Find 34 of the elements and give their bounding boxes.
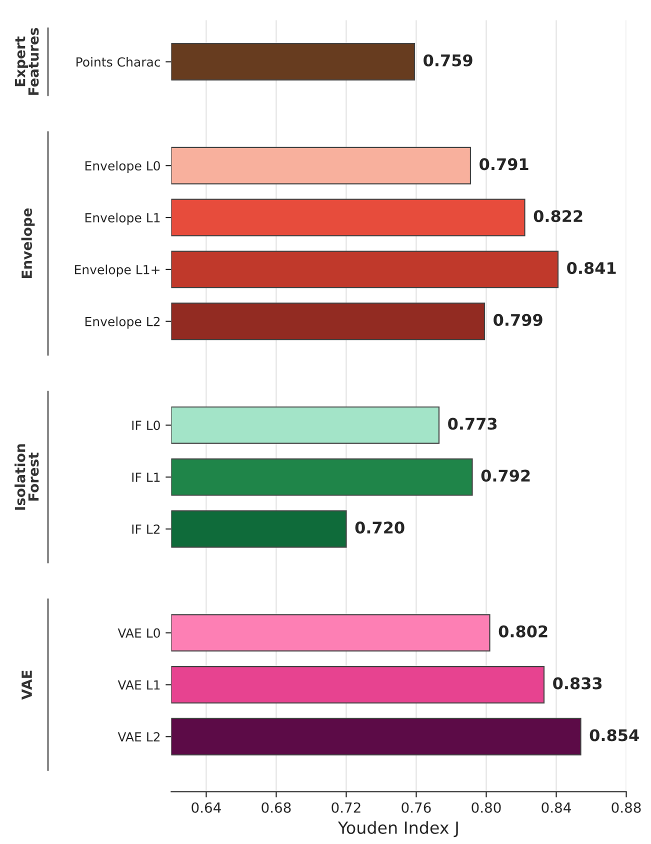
- data-label: 0.799: [494, 314, 542, 326]
- data-label: 0.759: [424, 54, 472, 66]
- data-label: 0.773: [448, 418, 497, 430]
- x-tick-label: 0.72: [332, 802, 360, 813]
- data-label: 0.802: [498, 625, 548, 638]
- y-tick-label: VAE L2: [118, 732, 160, 742]
- data-label: 0.792: [481, 470, 530, 482]
- data-label: 0.822: [534, 210, 582, 222]
- y-tick-label: Envelope L2: [85, 316, 160, 329]
- x-tick-label: 0.76: [402, 802, 431, 813]
- x-tick-label: 0.88: [612, 802, 641, 813]
- data-label: 0.841: [567, 262, 616, 274]
- y-tick-label: IF L0: [132, 420, 160, 430]
- text: Envelope: [21, 208, 35, 278]
- x-tick-label: 0.80: [472, 802, 501, 813]
- y-tick-label: VAE L0: [118, 628, 160, 638]
- y-tick-label: Points Charac: [76, 57, 160, 67]
- y-tick-label: IF L2: [132, 524, 160, 534]
- text: Isolation Forest: [14, 444, 39, 510]
- y-tick-label: VAE L1: [118, 680, 160, 690]
- text: Expert Features: [14, 28, 39, 95]
- y-tick-label: Envelope L1+: [75, 264, 160, 277]
- data-label: 0.854: [590, 729, 639, 742]
- x-tick-label: 0.84: [542, 802, 571, 813]
- data-label: 0.720: [355, 522, 404, 534]
- data-label: 0.833: [553, 677, 602, 690]
- data-label: 0.791: [480, 158, 528, 170]
- y-tick-label: Envelope L1: [85, 212, 160, 225]
- y-tick-label: Envelope L0: [85, 160, 160, 173]
- y-tick-label: IF L1: [132, 472, 160, 482]
- text: VAE: [22, 670, 32, 700]
- x-axis-title: Youden Index J: [338, 821, 458, 838]
- x-tick-label: 0.68: [262, 802, 291, 813]
- x-tick-label: 0.64: [192, 802, 221, 813]
